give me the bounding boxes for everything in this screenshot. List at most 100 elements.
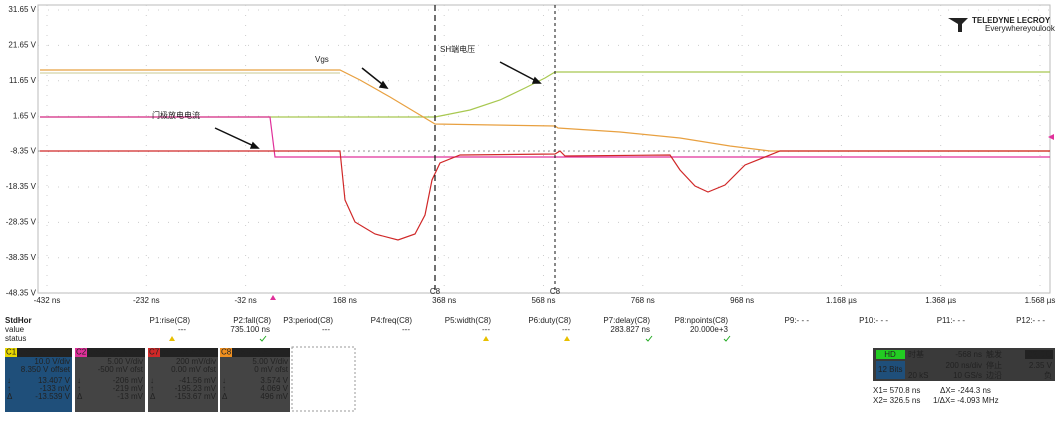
measure-value: --- — [482, 325, 490, 334]
bits-box — [876, 361, 905, 379]
logo-tagline: Everywhereyoulook — [985, 24, 1056, 33]
measure-value: 283.827 ns — [610, 325, 650, 334]
hd-badge — [876, 350, 905, 359]
y-label: -38.35 V — [6, 253, 37, 262]
channel-tag: ESR — [235, 348, 252, 357]
channel-tag: E — [163, 348, 168, 357]
channel-body — [148, 357, 218, 412]
y-label: 11.65 V — [9, 76, 37, 85]
arrow-head — [378, 80, 389, 89]
hd-label: HD — [884, 350, 896, 359]
reading-symbol: ↑ — [222, 384, 226, 393]
trigger-level: 2.35 V — [1029, 361, 1053, 370]
channel-badge — [148, 348, 160, 357]
x-label: 1.368 µs — [925, 296, 956, 305]
channel-body — [75, 357, 145, 412]
y-label: 21.65 V — [8, 41, 36, 50]
trigger-type: 边沿 — [986, 370, 1002, 380]
reading-symbol: ↓ — [222, 376, 226, 385]
channel-tag: DC1M — [37, 348, 60, 357]
grid — [37, 4, 1051, 294]
trace-red — [40, 150, 1050, 241]
channel-badge — [75, 348, 87, 357]
annotation-arrows — [214, 61, 542, 149]
reading-value: -133 mV — [40, 384, 71, 393]
reading-value: 13.407 V — [38, 376, 71, 385]
channel-name: C2 — [76, 348, 87, 357]
x-label: -432 ns — [34, 296, 61, 305]
reading-value: -13 mV — [117, 392, 143, 401]
channel-body — [5, 357, 72, 412]
channel-badge — [5, 348, 17, 357]
cursor-dx: ΔX= -244.3 ns — [940, 386, 991, 395]
measure-status: status — [5, 334, 26, 343]
channel-offset: 0 mV ofst — [254, 365, 289, 374]
trigger-slope: 负 — [1044, 370, 1052, 380]
x-label: 968 ns — [730, 296, 754, 305]
reading-symbol: ↓ — [150, 376, 154, 385]
channel-body — [220, 357, 290, 412]
measure-header: P10:- - - — [859, 316, 888, 325]
reading-value: 3.574 V — [260, 376, 288, 385]
annotation: SH端电压 — [440, 44, 475, 54]
y-label: 1.65 V — [13, 111, 37, 120]
reading-value: -195.23 mV — [175, 384, 217, 393]
acq-mode: 停止 — [986, 360, 1002, 370]
annotation: Vgs — [315, 55, 329, 64]
channel-tag: DC1M — [107, 348, 130, 357]
measure-value: 20.000e+3 — [690, 325, 729, 334]
warning-icon — [169, 336, 175, 341]
measure-value: --- — [562, 325, 570, 334]
measure-value: --- — [178, 325, 186, 334]
reading-symbol: Δ — [222, 392, 228, 401]
measure-header: P12:- - - — [1016, 316, 1045, 325]
check-icon — [259, 335, 267, 342]
cursor-x1: X1= 570.8 ns — [873, 386, 920, 395]
time-marker — [270, 295, 276, 300]
cursor-label: C8 — [430, 287, 441, 296]
trigger-marker — [1048, 134, 1054, 140]
measure-header: P5:width(C8) — [445, 316, 492, 325]
channel-offset: 8.350 V offset — [21, 365, 71, 374]
logo-mark — [948, 18, 968, 32]
arrow-head — [531, 76, 542, 84]
trigger-label: 触发 — [986, 349, 1002, 359]
trace-magenta — [40, 116, 1050, 158]
warning-icon — [483, 336, 489, 341]
channel-scale: 10.0 V/div — [34, 357, 70, 366]
channel-tag: DC50 — [180, 348, 201, 357]
reading-value: 496 mV — [260, 392, 288, 401]
channel-scale: 5.00 V/div — [107, 357, 143, 366]
check-icon — [723, 335, 731, 342]
status-icons — [169, 335, 731, 342]
measure-header: P6:duty(C8) — [528, 316, 571, 325]
bits: 12 Bits — [878, 365, 902, 374]
y-label: -48.35 V — [6, 288, 37, 297]
channel-scale: 200 mV/div — [176, 357, 216, 366]
annotation: 门极放电电流 — [152, 110, 200, 120]
y-label: -18.35 V — [6, 182, 37, 191]
arrow — [499, 61, 541, 84]
measure-header: StdHor — [5, 316, 32, 325]
channel-badge — [220, 348, 232, 357]
arrow-head — [249, 141, 260, 149]
reading-symbol: ↓ — [7, 376, 11, 385]
measure-header: P1:rise(C8) — [150, 316, 191, 325]
cursor-x2: X2= 326.5 ns — [873, 396, 920, 405]
channel-tag: DC50 — [252, 348, 273, 357]
measure-header: P3:period(C8) — [283, 316, 333, 325]
measure-header: P7:delay(C8) — [603, 316, 650, 325]
reading-value: 4.069 V — [260, 384, 288, 393]
cursor-inv-dx: 1/ΔX= -4.093 MHz — [933, 396, 999, 405]
channel-name: C1 — [6, 348, 17, 357]
cursor-label: C8 — [550, 287, 561, 296]
timebase-label: 时基 — [908, 349, 924, 359]
channel-name: C7 — [149, 348, 160, 357]
trigger-source: C2 DC — [1027, 350, 1051, 359]
channel-offset: 0.00 mV ofst — [171, 365, 217, 374]
reading-symbol: ↑ — [77, 384, 81, 393]
x-label: 1.568 µs — [1025, 296, 1056, 305]
check-icon — [645, 335, 653, 342]
y-label: 31.65 V — [8, 5, 36, 14]
